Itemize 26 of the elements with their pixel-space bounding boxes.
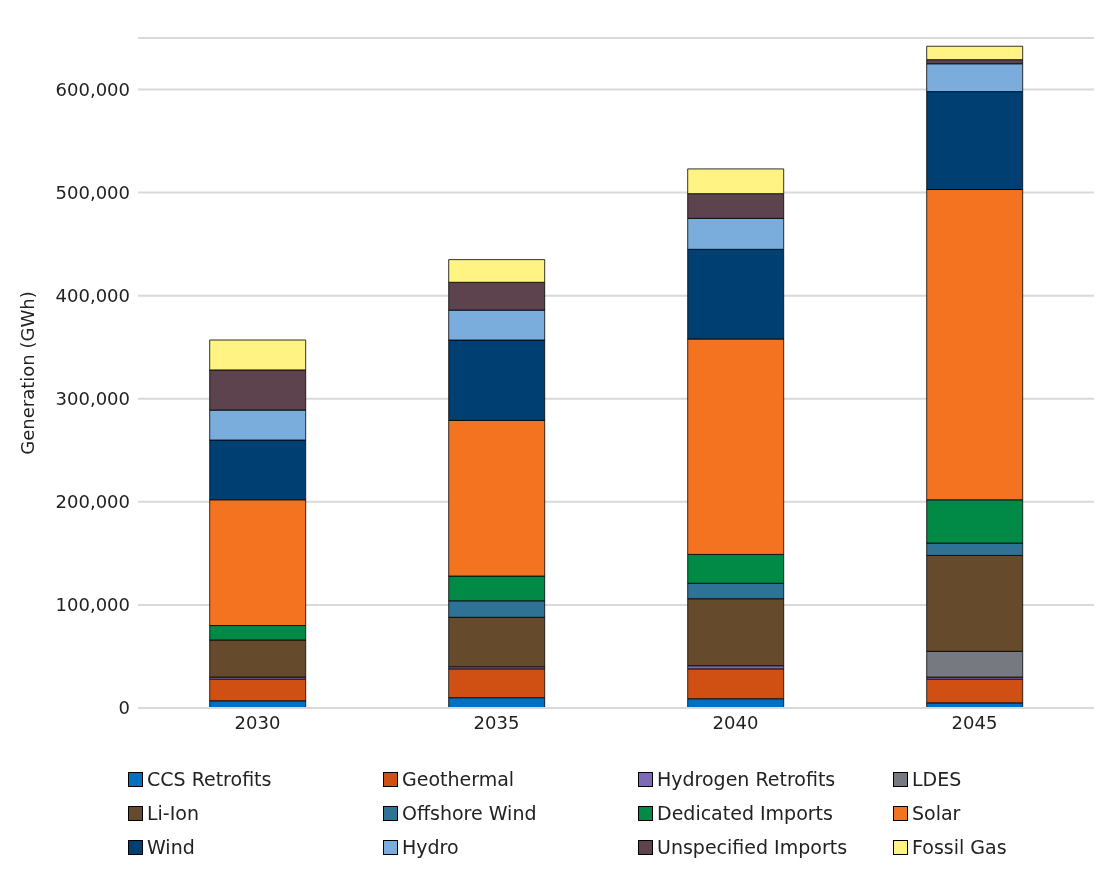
legend-label: Fossil Gas [912, 836, 1007, 858]
legend-label: Li-Ion [147, 802, 199, 824]
y-tick-label: 400,000 [55, 285, 130, 307]
bar [926, 678, 1024, 704]
y-tick-label: 100,000 [55, 594, 130, 616]
legend-label: CCS Retrofits [147, 768, 272, 790]
legend-label: Hydrogen Retrofits [657, 768, 836, 790]
y-tick-label: 0 [118, 697, 130, 719]
x-tick-label: 2030 [234, 711, 281, 733]
x-tick-label: 2035 [473, 711, 520, 733]
legend-label: Unspecified Imports [657, 836, 848, 858]
y-tick-label: 200,000 [55, 491, 130, 513]
legend-label: Dedicated Imports [657, 802, 833, 824]
legend-label: Wind [147, 836, 195, 858]
bar [926, 45, 1024, 61]
legend-label: Solar [912, 802, 961, 824]
legend-label: LDES [912, 768, 962, 790]
x-tick-label: 2040 [712, 711, 759, 733]
legend-label: Offshore Wind [402, 802, 537, 824]
legend-label: Hydro [402, 836, 459, 858]
y-axis-title: Generation (GWh) [17, 291, 39, 455]
x-tick-label: 2045 [951, 711, 998, 733]
y-tick-label: 300,000 [55, 388, 130, 410]
y-tick-label: 500,000 [55, 182, 130, 204]
y-tick-label: 600,000 [55, 78, 130, 100]
legend-label: Geothermal [402, 768, 515, 790]
